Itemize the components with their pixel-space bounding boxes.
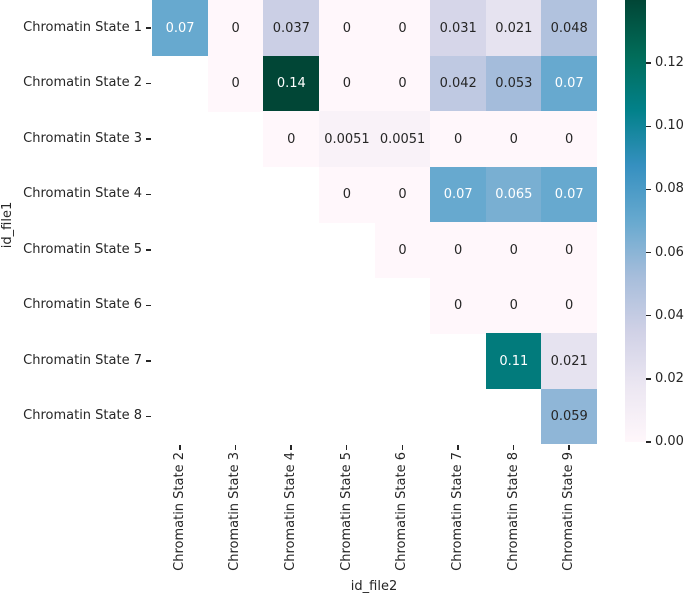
heatmap-cell: 0 [374,55,431,112]
colorbar-tick-mark [646,251,651,254]
heatmap-cell: 0.07 [430,166,487,223]
heatmap-cell: 0 [374,0,431,56]
y-tick-mark [146,360,151,362]
heatmap-cell: 0.14 [263,55,320,112]
x-axis-title: id_file2 [350,579,398,594]
heatmap-cell: 0.11 [485,333,542,389]
colorbar-tick-label: 0.08 [655,181,684,197]
y-tick-mark [146,138,151,140]
heatmap-cell: 0 [318,166,375,223]
heatmap-cell: 0 [485,222,542,278]
colorbar-tick-mark [646,188,651,191]
heatmap-cell: 0.07 [541,166,597,223]
colorbar-tick-mark [646,62,651,64]
heatmap-cell: 0.048 [541,0,597,56]
colorbar-tick-label: 0.10 [655,118,684,134]
heatmap-cell: 0.042 [430,55,487,112]
colorbar-tick-label: 0.06 [655,244,684,260]
heatmap-cell: 0.053 [485,55,542,112]
heatmap-cell: 0.037 [263,0,320,56]
colorbar-tick-label: 0.04 [655,307,684,323]
heatmap-cell: 0.0051 [374,111,431,167]
heatmap-cell: 0 [541,277,597,334]
y-tick-mark [146,415,151,417]
y-tick-label: Chromatin State 8 [23,408,142,424]
y-tick-label: Chromatin State 7 [23,352,142,368]
heatmap-cell: 0 [485,277,542,334]
heatmap-cell: 0 [263,111,320,167]
heatmap-cell: 0 [374,222,431,278]
x-tick-label: Chromatin State 5 [338,452,354,571]
y-tick-label: Chromatin State 2 [23,75,142,91]
x-tick-mark [401,445,404,450]
colorbar-tick-mark [646,125,651,128]
x-tick-label: Chromatin State 3 [227,452,243,571]
colorbar-tick-label: 0.00 [655,434,684,449]
y-tick-label: Chromatin State 1 [23,19,142,35]
x-tick-mark [290,445,292,450]
y-tick-mark [146,249,151,251]
colorbar-tick-label: 0.12 [655,55,684,71]
heatmap-cell: 0 [318,0,375,56]
x-tick-label: Chromatin State 6 [394,452,410,571]
heatmap-cell: 0 [207,0,264,56]
y-tick-label: Chromatin State 5 [23,241,142,257]
x-tick-mark [568,445,570,450]
x-tick-label: Chromatin State 7 [449,452,465,571]
heatmap-cell: 0 [430,111,487,167]
heatmap-cell: 0 [541,111,597,167]
colorbar-tick-mark [646,378,651,380]
heatmap-cell: 0.07 [152,0,209,56]
heatmap-cell: 0 [485,111,542,167]
y-tick-mark [146,304,151,306]
y-tick-mark [146,82,151,84]
colorbar-tick-mark [646,314,651,317]
heatmap-cell: 0 [430,277,487,334]
x-tick-mark [345,445,348,450]
colorbar-tick-mark [646,441,651,443]
heatmap-cell: 0.065 [485,166,542,223]
heatmap-cell: 0.07 [541,55,597,112]
heatmap-cell: 0.021 [541,333,597,389]
heatmap-cell: 0 [207,55,264,112]
y-tick-label: Chromatin State 3 [23,130,142,146]
x-tick-mark [234,445,237,450]
x-tick-mark [179,445,181,450]
x-tick-mark [457,445,459,450]
x-tick-label: Chromatin State 2 [171,452,187,571]
x-tick-label: Chromatin State 9 [561,452,577,571]
heatmap-cell: 0.059 [541,388,597,444]
colorbar-tick-label: 0.02 [655,370,684,386]
y-tick-label: Chromatin State 4 [23,186,142,202]
y-tick-label: Chromatin State 6 [23,297,142,313]
x-tick-mark [512,445,515,450]
colorbar-gradient [625,0,646,442]
x-tick-label: Chromatin State 4 [283,452,299,571]
x-tick-label: Chromatin State 8 [505,452,521,571]
y-tick-mark [146,27,151,29]
heatmap-cell: 0 [430,222,487,278]
heatmap-cell: 0 [374,166,431,223]
heatmap-cell: 0.021 [485,0,542,56]
y-tick-mark [146,193,151,195]
heatmap-cell: 0.031 [430,0,487,56]
heatmap-cell: 0.0051 [318,111,375,167]
heatmap-cell: 0 [541,222,597,278]
heatmap-cell: 0 [318,55,375,112]
